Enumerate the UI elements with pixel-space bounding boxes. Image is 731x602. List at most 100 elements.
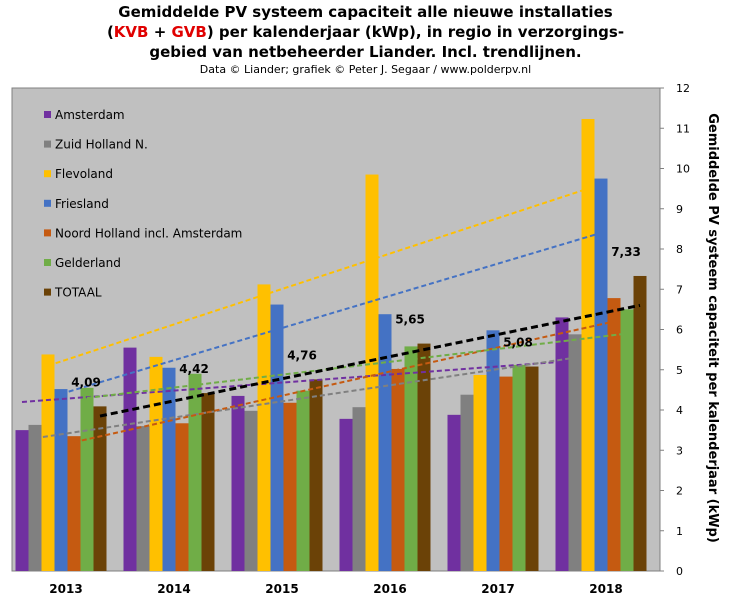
trendline xyxy=(34,356,576,440)
y-tick-label: 5 xyxy=(676,364,683,377)
bar xyxy=(447,414,461,571)
bar xyxy=(339,418,353,571)
data-label: 5,08 xyxy=(503,336,533,350)
bar xyxy=(365,174,379,571)
chart-title: Gemiddelde PV systeem capaciteit alle ni… xyxy=(0,2,731,62)
bar xyxy=(149,356,163,571)
bar xyxy=(555,317,569,571)
bar xyxy=(188,373,202,571)
bar xyxy=(620,309,634,571)
trendline xyxy=(99,303,641,418)
bar xyxy=(512,364,526,571)
bar xyxy=(404,346,418,571)
y-tick-label: 9 xyxy=(676,203,683,216)
bar xyxy=(460,394,474,571)
bar xyxy=(352,407,366,571)
bar xyxy=(283,402,297,571)
x-tick-label: 2018 xyxy=(589,582,622,596)
bar xyxy=(417,343,431,571)
y-tick-label: 1 xyxy=(676,525,683,538)
legend-label: Friesland xyxy=(55,197,109,211)
title-gvb: GVB xyxy=(171,23,207,41)
bar xyxy=(473,374,487,571)
bar xyxy=(499,376,513,571)
y-tick-label: 3 xyxy=(676,444,683,457)
bar xyxy=(296,390,310,571)
data-label: 5,65 xyxy=(395,313,425,327)
trendline xyxy=(60,231,602,395)
y-tick-label: 6 xyxy=(676,324,683,337)
data-label: 7,33 xyxy=(611,245,641,259)
title-line-2-rest: ) per kalenderjaar (kWp), in regio in ve… xyxy=(206,23,625,41)
title-plus: + xyxy=(148,23,172,41)
trendline xyxy=(73,320,615,444)
legend-swatch xyxy=(44,229,51,237)
data-label: 4,42 xyxy=(179,362,209,376)
trendline xyxy=(47,187,589,367)
bar xyxy=(28,424,42,571)
y-tick-label: 7 xyxy=(676,283,683,296)
bar xyxy=(594,178,608,571)
bar xyxy=(123,347,137,571)
bar xyxy=(309,379,323,571)
legend-swatch xyxy=(44,170,51,178)
bar xyxy=(80,387,94,571)
x-tick-label: 2016 xyxy=(373,582,406,596)
x-tick-label: 2017 xyxy=(481,582,514,596)
legend-label: TOTAAL xyxy=(54,286,102,300)
legend-swatch xyxy=(44,111,51,118)
title-kvb: KVB xyxy=(113,23,149,41)
bar xyxy=(136,426,150,571)
title-line-1: Gemiddelde PV systeem capaciteit alle ni… xyxy=(118,3,613,21)
bar xyxy=(41,354,55,571)
legend-swatch xyxy=(44,199,51,207)
data-label: 4,09 xyxy=(71,375,101,389)
bar xyxy=(231,395,245,571)
bar xyxy=(54,389,68,571)
bar xyxy=(391,368,405,571)
bar xyxy=(175,423,189,571)
bar xyxy=(93,406,107,571)
y-tick-label: 10 xyxy=(676,163,690,176)
bar xyxy=(378,314,392,571)
y-tick-label: 8 xyxy=(676,243,683,256)
y-tick-label: 4 xyxy=(676,404,683,417)
legend-swatch xyxy=(44,259,51,266)
title-line-3: gebied van netbeheerder Liander. Incl. t… xyxy=(149,43,582,61)
bar xyxy=(633,275,647,571)
bar xyxy=(244,410,258,571)
x-tick-label: 2013 xyxy=(49,582,82,596)
chart-subtitle: Data © Liander; grafiek © Peter J. Segaa… xyxy=(199,63,532,76)
bar xyxy=(486,330,500,571)
y-tick-label: 0 xyxy=(676,565,683,578)
bar xyxy=(581,118,595,572)
data-label: 4,76 xyxy=(287,348,317,362)
legend-label: Amsterdam xyxy=(55,108,125,122)
bar xyxy=(15,430,29,571)
legend-label: Flevoland xyxy=(55,167,113,181)
legend-label: Gelderland xyxy=(55,256,121,270)
legend-label: Zuid Holland N. xyxy=(55,138,148,152)
y-tick-label: 2 xyxy=(676,485,683,498)
x-tick-label: 2015 xyxy=(265,582,298,596)
bar xyxy=(525,366,539,571)
title-line-2: (KVB + GVB) per kalenderjaar (kWp), in r… xyxy=(0,22,731,42)
bar xyxy=(67,436,81,571)
bar xyxy=(201,393,215,571)
title-paren-open: ( xyxy=(106,23,114,41)
y-axis-title: Gemiddelde PV systeem capaciteit per kal… xyxy=(705,113,720,543)
trendline xyxy=(86,332,628,399)
plot-area xyxy=(11,87,661,572)
x-tick-label: 2014 xyxy=(157,582,190,596)
bar xyxy=(162,367,176,571)
legend-label: Noord Holland incl. Amsterdam xyxy=(55,226,242,240)
bar xyxy=(257,284,271,571)
bar xyxy=(607,298,621,571)
legend-swatch xyxy=(44,140,51,148)
bar xyxy=(270,304,284,571)
bar xyxy=(568,334,582,571)
y-tick-label: 11 xyxy=(676,122,690,135)
y-tick-label: 12 xyxy=(676,82,690,95)
legend-swatch xyxy=(44,288,51,296)
